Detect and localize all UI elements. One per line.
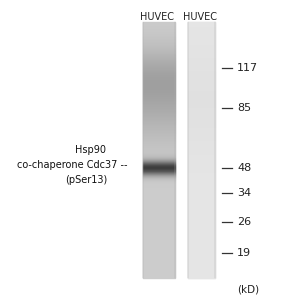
Text: (kD): (kD): [237, 284, 259, 294]
Text: (pSer13): (pSer13): [65, 175, 107, 185]
Text: 117: 117: [237, 63, 258, 73]
Text: 34: 34: [237, 188, 251, 198]
Text: 85: 85: [237, 103, 251, 113]
Text: 19: 19: [237, 248, 251, 258]
Text: 48: 48: [237, 163, 251, 173]
Text: 26: 26: [237, 217, 251, 227]
Text: HUVEC: HUVEC: [183, 12, 217, 22]
Text: co-chaperone Cdc37 --: co-chaperone Cdc37 --: [17, 160, 127, 170]
Text: HUVEC: HUVEC: [140, 12, 174, 22]
Text: Hsp90: Hsp90: [74, 145, 106, 155]
